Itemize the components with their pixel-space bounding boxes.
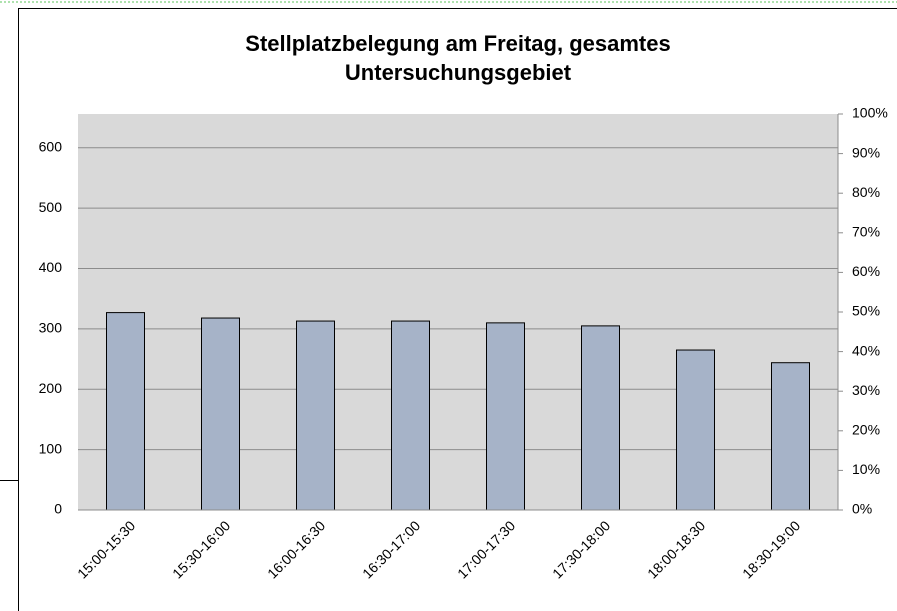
y2-tick-label: 30% <box>852 382 880 398</box>
chart-title: Untersuchungsgebiet <box>345 60 572 85</box>
plot-area <box>78 114 838 510</box>
y2-tick-label: 10% <box>852 461 880 477</box>
bar <box>771 362 810 511</box>
bar <box>201 317 240 511</box>
y-tick-label: 400 <box>39 259 63 275</box>
y2-tick-label: 40% <box>852 342 880 358</box>
y2-tick-label: 80% <box>852 184 880 200</box>
bar <box>296 320 335 511</box>
bar <box>581 325 620 511</box>
y2-tick-label: 0% <box>852 501 872 517</box>
y-tick-label: 0 <box>54 501 62 517</box>
y2-tick-label: 50% <box>852 303 880 319</box>
y2-tick-label: 20% <box>852 422 880 438</box>
y-tick-label: 500 <box>39 199 63 215</box>
y2-tick-label: 60% <box>852 263 880 279</box>
y-tick-label: 100 <box>39 440 63 456</box>
y2-tick-label: 100% <box>852 105 888 121</box>
bar <box>676 349 715 511</box>
y-tick-label: 200 <box>39 380 63 396</box>
y-tick-label: 600 <box>39 139 63 155</box>
y-tick-label: 300 <box>39 320 63 336</box>
bar <box>106 312 145 511</box>
bar <box>486 322 525 511</box>
y2-tick-label: 70% <box>852 224 880 240</box>
y2-tick-label: 90% <box>852 144 880 160</box>
bar <box>391 320 430 511</box>
chart-title: Stellplatzbelegung am Freitag, gesamtes <box>245 31 670 56</box>
